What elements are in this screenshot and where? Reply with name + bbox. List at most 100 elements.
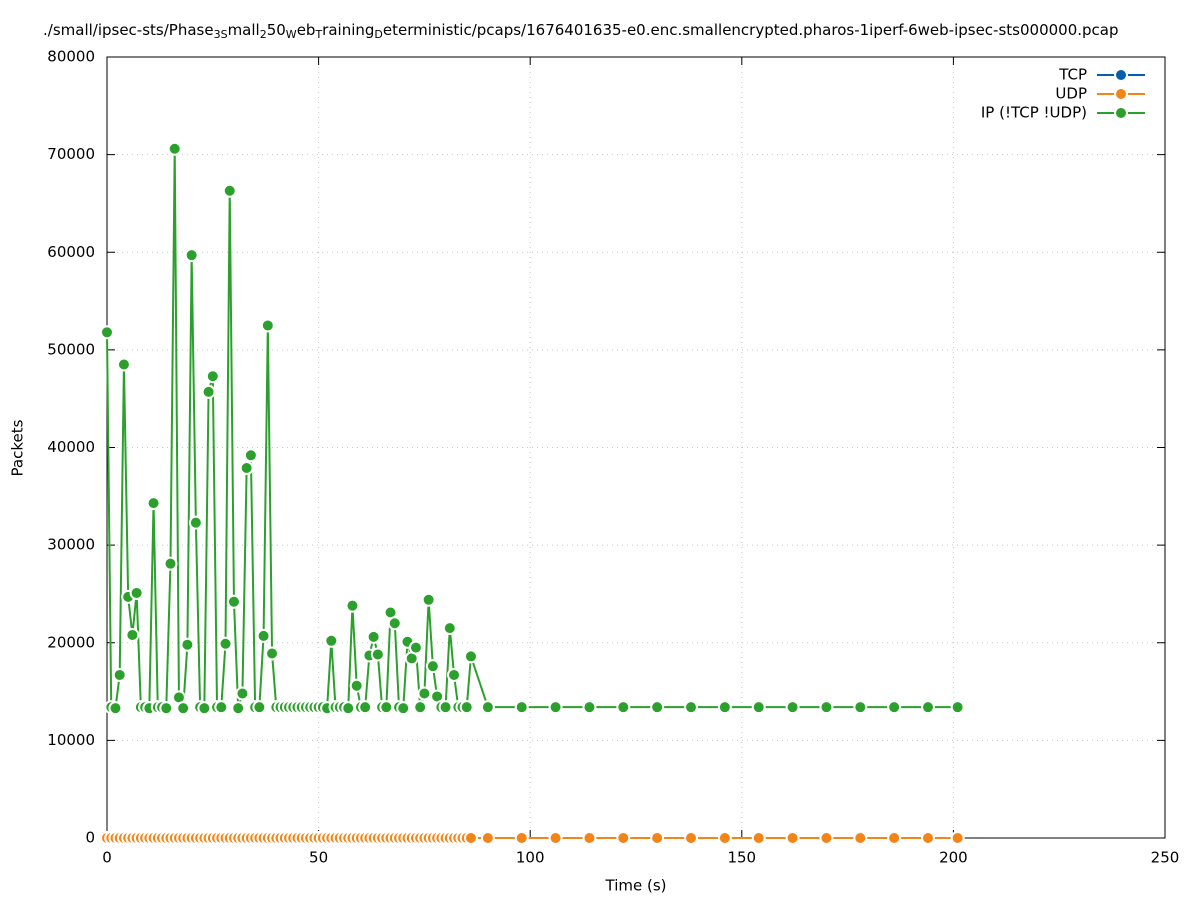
data-point [324, 633, 339, 648]
title-part: eb [297, 21, 316, 39]
x-tick-label: 50 [309, 849, 328, 867]
data-point [582, 831, 597, 845]
data-point [853, 831, 868, 845]
data-point [819, 831, 834, 845]
data-point [108, 701, 123, 716]
title-part: mall [228, 21, 260, 39]
data-point [222, 183, 237, 198]
data-point [358, 700, 373, 715]
legend-label: TCP [1058, 66, 1087, 84]
data-point [463, 831, 478, 845]
x-tick-label: 100 [516, 849, 545, 867]
data-point [252, 700, 267, 715]
title-part: raining [322, 21, 374, 39]
data-point [180, 637, 195, 652]
legend-label: IP (!TCP !UDP) [981, 104, 1087, 122]
x-tick-label: 0 [102, 849, 112, 867]
data-point [112, 667, 127, 682]
data-point [514, 700, 529, 715]
legend-marker [1114, 87, 1128, 101]
data-point [146, 496, 161, 511]
title-subscript: T [314, 28, 322, 41]
data-point [921, 700, 936, 715]
data-point [231, 701, 246, 716]
data-point [887, 700, 902, 715]
data-point [417, 686, 432, 701]
legend-marker [1114, 68, 1128, 82]
data-point [684, 700, 699, 715]
data-point [226, 594, 241, 609]
data-point [717, 700, 732, 715]
data-point [201, 384, 216, 399]
data-point [159, 701, 174, 716]
data-point [887, 831, 902, 845]
data-point [425, 659, 440, 674]
data-point [116, 357, 131, 372]
data-point [163, 556, 178, 571]
data-point [176, 701, 191, 716]
x-tick-label: 150 [727, 849, 756, 867]
data-point [819, 700, 834, 715]
y-tick-label: 0 [85, 829, 95, 847]
data-point [582, 700, 597, 715]
title-part: 50 [267, 21, 286, 39]
data-point [345, 598, 360, 613]
data-point [438, 700, 453, 715]
y-tick-label: 80000 [47, 48, 95, 66]
data-point [447, 667, 462, 682]
y-tick-label: 60000 [47, 243, 95, 261]
data-point [684, 831, 699, 845]
data-point [396, 701, 411, 716]
title-part: eterministic/pcaps/1676401635-e0.enc.sma… [383, 21, 1119, 39]
y-tick-label: 30000 [47, 536, 95, 554]
data-point [260, 318, 275, 333]
data-point [459, 700, 474, 715]
data-point [442, 621, 457, 636]
data-point [214, 700, 229, 715]
data-point [235, 686, 250, 701]
y-axis-label: Packets [9, 419, 27, 476]
data-point [717, 831, 732, 845]
title-part: ./small/ipsec-sts/Phase [43, 21, 214, 39]
data-point [921, 831, 936, 845]
data-point [950, 700, 965, 715]
data-point [218, 636, 233, 651]
data-point [239, 461, 254, 476]
data-point [616, 831, 631, 845]
data-point [413, 700, 428, 715]
data-point [387, 616, 402, 631]
data-point [853, 700, 868, 715]
data-point [751, 700, 766, 715]
data-point [514, 831, 529, 845]
data-point [167, 141, 182, 156]
data-point [205, 369, 220, 384]
data-point [650, 700, 665, 715]
data-point [548, 700, 563, 715]
title-subscript: 2 [260, 28, 267, 41]
title-subscript: D [374, 28, 382, 41]
data-point [785, 831, 800, 845]
data-point [421, 592, 436, 607]
data-point [129, 585, 144, 600]
data-point [341, 701, 356, 716]
data-point [366, 629, 381, 644]
y-tick-label: 70000 [47, 145, 95, 163]
data-point [370, 647, 385, 662]
data-point [125, 627, 140, 642]
data-point [751, 831, 766, 845]
data-point [188, 515, 203, 530]
legend-marker [1114, 106, 1128, 120]
data-point [480, 831, 495, 845]
title-subscript: 3S [214, 28, 228, 41]
data-point [349, 678, 364, 693]
data-point [379, 700, 394, 715]
data-point [243, 448, 258, 463]
title-subscript: W [286, 28, 297, 41]
y-tick-label: 40000 [47, 438, 95, 456]
legend-label: UDP [1055, 85, 1087, 103]
data-point [463, 649, 478, 664]
data-point [785, 700, 800, 715]
data-point [950, 831, 965, 845]
data-point [184, 248, 199, 263]
